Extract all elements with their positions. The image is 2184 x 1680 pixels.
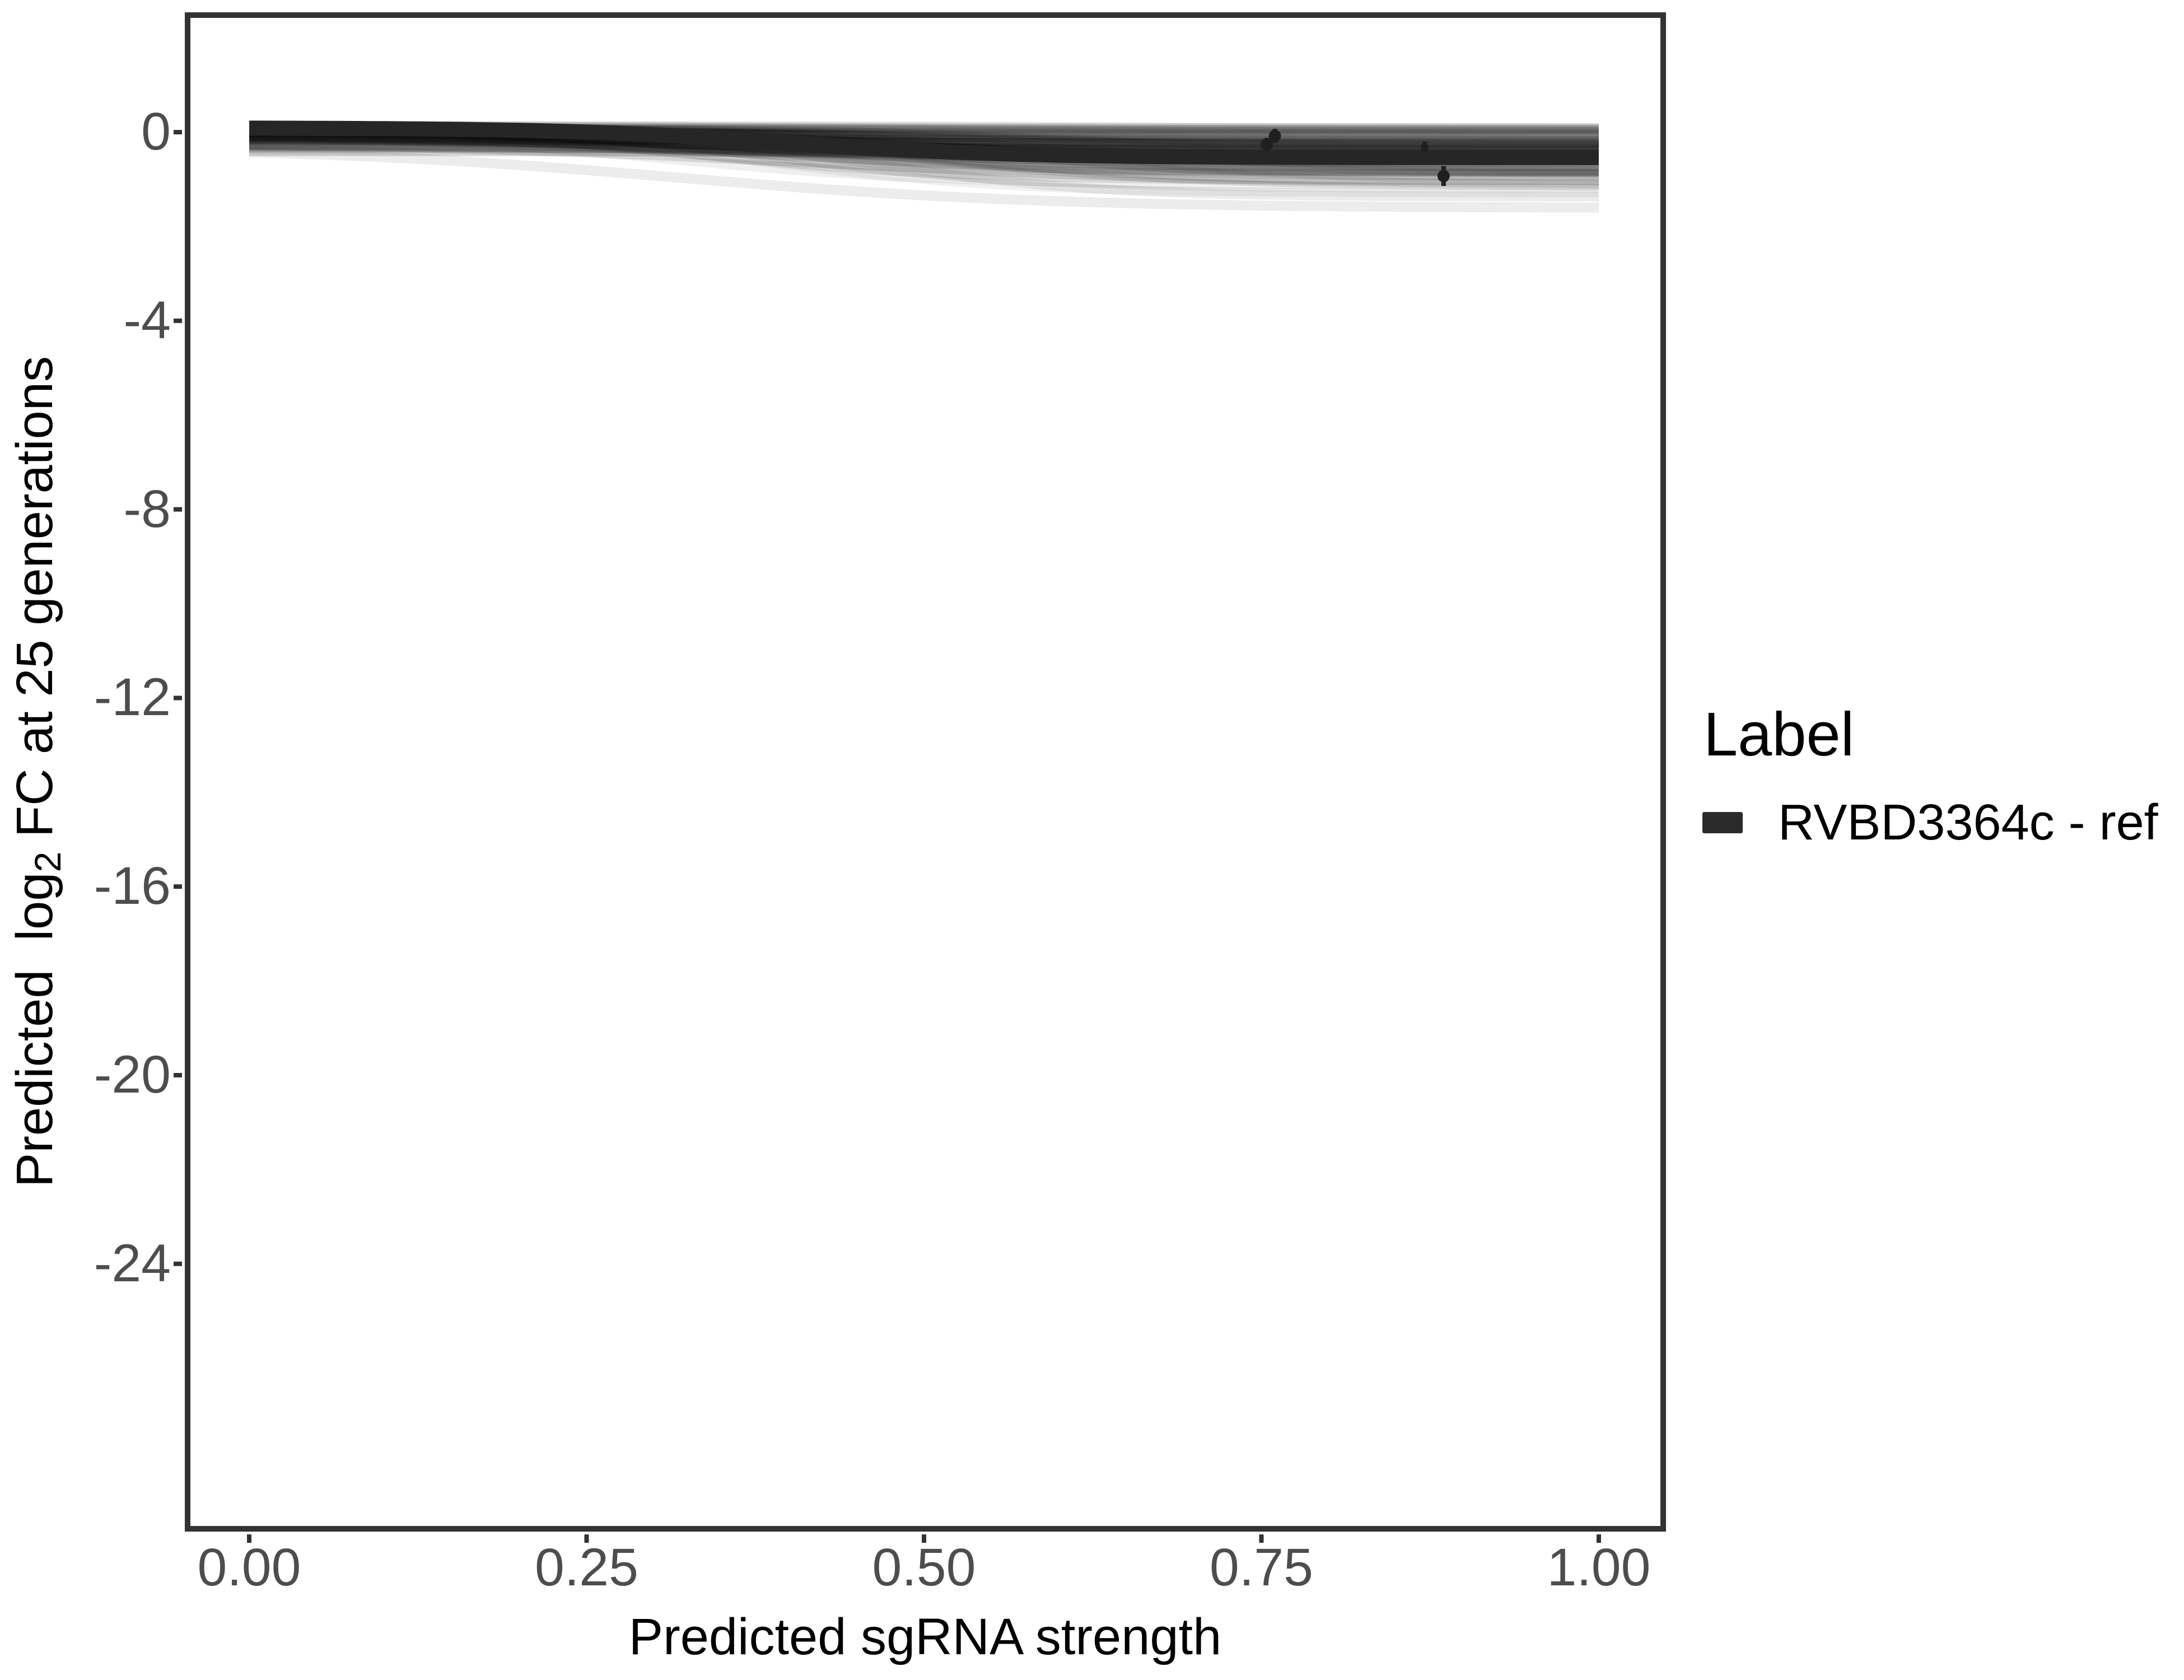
legend-item-label: RVBD3364c - ref: [1778, 795, 2158, 851]
y-axis-title-suffix: FC at 25 generations: [6, 356, 63, 852]
y-axis-title-subscript: 2: [27, 851, 69, 872]
y-tick-label: -12: [94, 668, 171, 727]
y-axis-title: Predicted log2 FC at 25 generations: [6, 0, 69, 1584]
y-axis-title-prefix: Predicted log: [6, 872, 63, 1188]
ensemble-curve: [249, 130, 1599, 189]
data-point: [1261, 138, 1273, 151]
y-tick-label: -24: [94, 1233, 171, 1293]
y-tick-label: -16: [94, 856, 171, 916]
legend-key-line-swatch: [1702, 812, 1743, 833]
ensemble-curve: [249, 147, 1599, 213]
ensemble-curve: [249, 130, 1599, 147]
ensemble-curve: [249, 142, 1599, 177]
ensemble-curve: [249, 134, 1599, 142]
data-point: [1437, 170, 1450, 183]
ensemble-curve: [249, 138, 1599, 177]
x-tick-label: 0.50: [872, 1538, 976, 1597]
y-tick-label: 0: [141, 102, 171, 161]
x-axis-title: Predicted sgRNA strength: [628, 1608, 1222, 1665]
ensemble-curve: [249, 132, 1599, 150]
ensemble-curve: [249, 139, 1599, 146]
ensemble-curve: [249, 126, 1599, 176]
y-tick-label: -4: [123, 290, 171, 350]
ensemble-curve: [249, 127, 1599, 185]
x-tick-label: 1.00: [1547, 1538, 1651, 1597]
ref-curve-group: [249, 120, 1599, 165]
legend-title: Label: [1704, 700, 1855, 769]
panel-border: [185, 12, 1666, 1532]
legend-item: RVBD3364c - ref: [1702, 794, 2184, 861]
ensemble-curve: [249, 136, 1599, 147]
ensemble-curve: [249, 145, 1599, 189]
ensemble-curve: [249, 139, 1599, 176]
ensemble-curve: [249, 134, 1599, 142]
x-tick-label: 0.25: [535, 1538, 638, 1597]
data-point: [1268, 129, 1281, 142]
x-tick-label: 0.75: [1210, 1538, 1313, 1597]
ensemble-curve: [249, 136, 1599, 148]
ensemble-curve: [249, 132, 1599, 202]
ref-curve: [249, 120, 1599, 165]
ensemble-curves: [249, 121, 1599, 213]
data-point: [1421, 143, 1429, 151]
y-tick-label: -8: [123, 479, 171, 539]
ensemble-curve: [249, 136, 1599, 178]
ensemble-curve: [249, 137, 1599, 180]
y-tick-label: -20: [94, 1045, 171, 1104]
ensemble-curve: [249, 139, 1599, 198]
x-tick-label: 0.00: [197, 1538, 301, 1597]
axis-tick-marks: [174, 130, 1601, 1543]
data-points-group: [1261, 129, 1450, 186]
